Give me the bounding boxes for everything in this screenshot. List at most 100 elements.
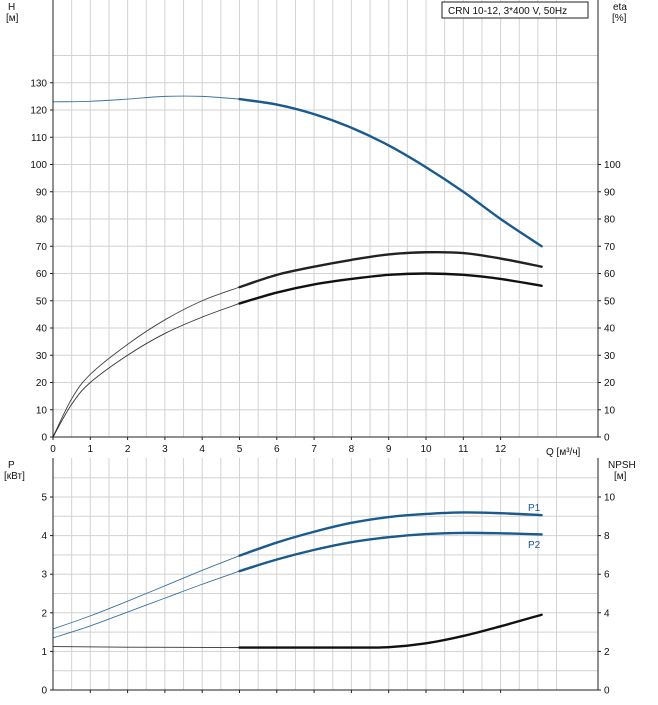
y-right-tick-label: 4 [604,608,610,619]
data-point-NPSH [127,647,128,648]
y-right-tick-label: 10 [604,493,616,504]
y-left-tick-label: 10 [36,405,48,416]
curve-P2-thin [52,570,240,639]
data-point-P1 [314,531,315,532]
x-tick-label: 11 [458,444,469,455]
y-left-tick-label: 90 [36,187,48,198]
data-point-eta-lower [90,382,91,383]
data-point-eta-upper [164,319,165,320]
y-right-tick-label: 0 [604,686,610,697]
y-left-unit-top: [м] [6,13,19,24]
data-point-NPSH [425,643,426,644]
p1-label: P1 [528,503,541,514]
data-point-head [314,113,315,114]
data-point-NPSH [276,647,277,648]
y-left-tick-label: 0 [41,686,47,697]
y-right-tick-label: 40 [604,324,616,335]
data-point-head [425,167,426,168]
y-left-tick-label: 1 [41,647,47,658]
x-tick-label: 7 [311,444,317,455]
curve-eta-lower-thick [238,272,543,305]
data-point-P2 [541,534,542,535]
top-panel-curves [52,95,543,438]
data-point-P1 [164,585,165,586]
x-tick-label: 4 [199,444,205,455]
x-tick-label: 9 [386,444,392,455]
curve-NPSH-thin [52,646,240,648]
y-right-unit-bottom: [м] [614,471,627,482]
data-point-eta-lower [202,317,203,318]
y-right-tick-label: 2 [604,647,610,658]
data-point-eta-lower [164,333,165,334]
data-point-NPSH [463,635,464,636]
x-tick-label: 0 [50,444,56,455]
curve-P2-thick [238,531,543,573]
data-point-eta-upper [463,252,464,253]
x-tick-label: 10 [420,444,432,455]
y-right-label-top: eta [613,2,627,13]
data-point-P2 [351,542,352,543]
data-point-eta-lower [276,292,277,293]
y-right-tick-label: 50 [604,296,616,307]
curve-P1-thin [52,555,240,630]
y-left-tick-label: 4 [41,531,47,542]
data-point-head [276,104,277,105]
y-right-tick-label: 80 [604,215,616,226]
bottom-panel-curves [52,511,543,649]
curve-head-thick [238,97,543,248]
data-point-eta-upper [202,300,203,301]
data-point-head [541,246,542,247]
data-point-eta-upper [314,266,315,267]
p2-label: P2 [528,540,541,551]
y-left-tick-label: 0 [41,433,47,444]
data-point-eta-upper [388,254,389,255]
data-point-eta-lower [388,274,389,275]
data-point-eta-lower [425,273,426,274]
title-box [441,1,589,19]
data-point-eta-upper [90,374,91,375]
y-right-tick-label: 10 [604,405,616,416]
data-point-eta-upper [239,287,240,288]
data-point-NPSH [541,614,542,615]
y-right-tick-label: 100 [604,160,621,171]
y-left-label-bottom: P [8,460,15,471]
x-tick-label: 3 [162,444,168,455]
y-left-tick-label: 80 [36,215,48,226]
y-left-tick-label: 120 [30,106,47,117]
data-point-eta-lower [314,284,315,285]
data-point-eta-upper [425,252,426,253]
y-right-unit-top: [%] [612,13,627,24]
data-point-eta-lower [239,303,240,304]
curve-eta-upper-thick [238,250,543,289]
y-right-tick-label: 6 [604,570,610,581]
data-point-head [351,127,352,128]
data-point-P2 [127,611,128,612]
y-right-tick-label: 0 [604,433,610,444]
y-right-tick-label: 70 [604,242,616,253]
data-point-eta-lower [351,278,352,279]
y-right-tick-label: 20 [604,378,616,389]
bottom-panel-frame [50,458,601,693]
top-panel-frame [50,0,601,440]
top-panel-grid [53,0,598,437]
data-point-head [239,99,240,100]
curve-P1-thick [238,511,543,557]
data-point-eta-upper [127,344,128,345]
data-point-P2 [90,625,91,626]
data-point-eta-lower [127,355,128,356]
data-point-head [463,191,464,192]
y-left-tick-label: 3 [41,570,47,581]
x-tick-label: 12 [495,444,507,455]
data-point-head [90,101,91,102]
data-point-head [500,218,501,219]
data-point-head [127,99,128,100]
y-left-tick-label: 5 [41,493,47,504]
data-point-P2 [463,532,464,533]
data-point-eta-lower [541,285,542,286]
y-right-tick-label: 30 [604,351,616,362]
data-point-eta-upper [71,398,72,399]
data-point-head [202,96,203,97]
y-left-tick-label: 110 [31,133,47,144]
data-point-head [388,145,389,146]
